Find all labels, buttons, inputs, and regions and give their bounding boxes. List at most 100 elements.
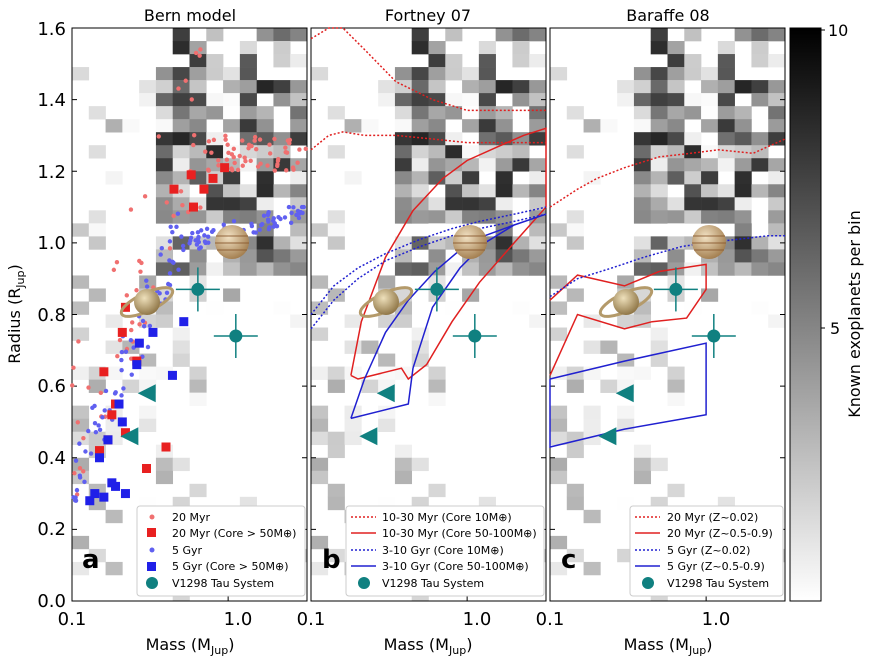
heatmap-cell [650,184,668,198]
heatmap-cell [633,249,652,263]
heatmap-cell [394,457,413,472]
v1298-tau-planet [468,329,482,343]
heatmap-cell [717,41,735,55]
x-axis-label-a: Mass (MJup) [146,635,235,657]
heatmap-cell [72,405,90,419]
legend-label: 3-10 Gyr (Core 50-100M⊕) [382,560,529,573]
scatter-point-20myr [216,158,221,163]
scatter-point-5gyr [188,235,194,240]
heatmap-cell [701,80,719,94]
heatmap-cell [633,106,652,120]
heatmap-cell [462,262,480,276]
scatter-square-5gyr [85,496,95,506]
heatmap-cell [478,54,496,68]
heatmap-cell [172,106,190,120]
heatmap-cell [462,119,480,133]
scatter-square-5gyr [117,417,127,427]
heatmap-cell [667,41,685,55]
scatter-square-20myr [199,184,209,194]
heatmap-cell [512,249,530,263]
heatmap-cell [667,171,685,185]
heatmap-cell [529,184,547,198]
scatter-point-5gyr [282,215,288,220]
heatmap-cell [378,418,396,433]
scatter-point-20myr [197,53,202,58]
heatmap-cell [428,171,446,185]
heatmap-cell [428,366,446,380]
heatmap-cell [768,249,786,263]
heatmap-cell [273,54,291,68]
heatmap-cell [617,314,635,328]
scatter-point-5gyr [196,234,201,240]
heatmap-cell [550,327,568,341]
heatmap-cell [734,210,752,224]
heatmap-cell [633,197,652,211]
heatmap-cell [667,145,685,159]
heatmap-cell [734,119,752,133]
scatter-point-5gyr [251,230,256,235]
scatter-point-20myr [71,365,76,370]
scatter-point-5gyr [198,228,204,233]
scatter-point-20myr [178,189,184,194]
heatmap-cell [189,392,207,406]
heatmap-cell [717,93,735,107]
heatmap-cell [768,184,786,198]
heatmap-cell [717,158,735,172]
scatter-point-20myr [98,390,104,396]
heatmap-cell [650,132,668,146]
heatmap-cell [394,158,413,172]
y-tick-label: 0.0 [37,591,66,612]
scatter-point-20myr [265,163,270,168]
heatmap-cell [529,314,547,328]
heatmap-cell [667,67,685,81]
scatter-point-20myr [128,207,134,212]
scatter-point-20myr [224,157,230,162]
heatmap-cell [667,80,685,94]
scatter-square-20myr [169,184,179,194]
heatmap-cell [768,80,786,94]
scatter-point-5gyr [86,428,91,434]
heatmap-cell [273,28,291,42]
heatmap-cell [751,54,769,68]
heatmap-cell [361,340,379,354]
heatmap-cell [290,80,308,94]
heatmap-cell [189,41,207,55]
scatter-point-20myr [240,138,245,143]
scatter-point-20myr [191,133,197,138]
scatter-point-20myr [137,258,142,264]
scatter-point-20myr [240,163,245,168]
heatmap-cell [290,223,308,237]
scatter-point-5gyr [167,271,173,276]
scatter-point-20myr [198,47,203,52]
heatmap-cell [445,132,463,146]
heatmap-cell [495,106,513,120]
scatter-square-5gyr [90,489,100,499]
scatter-point-5gyr [102,408,107,413]
heatmap-cell [428,145,446,159]
scatter-point-5gyr [202,233,207,238]
heatmap-cell [529,132,547,146]
heatmap-cell [411,236,429,250]
x-axis-label-c: Mass (MJup) [624,635,713,657]
scatter-point-20myr [206,168,211,173]
scatter-point-20myr [237,153,242,159]
heatmap-cell [428,392,446,406]
scatter-point-5gyr [261,213,267,218]
scatter-point-5gyr [286,204,292,210]
heatmap-cell [717,197,735,211]
heatmap-cell [72,223,90,237]
heatmap-cell [411,80,429,94]
heatmap-cell [550,67,568,81]
heatmap-cell [650,41,668,55]
heatmap-cell [105,366,123,380]
scatter-point-5gyr [205,234,211,239]
scatter-point-20myr [76,339,81,344]
scatter-square-20myr [188,202,198,212]
heatmap-cell [701,67,719,81]
heatmap-cell [734,132,752,146]
heatmap-cell [311,301,329,315]
heatmap-cell [495,145,513,159]
legend-marker [147,528,156,537]
v1298-tau-planet [707,329,721,343]
scatter-point-20myr [198,205,203,210]
